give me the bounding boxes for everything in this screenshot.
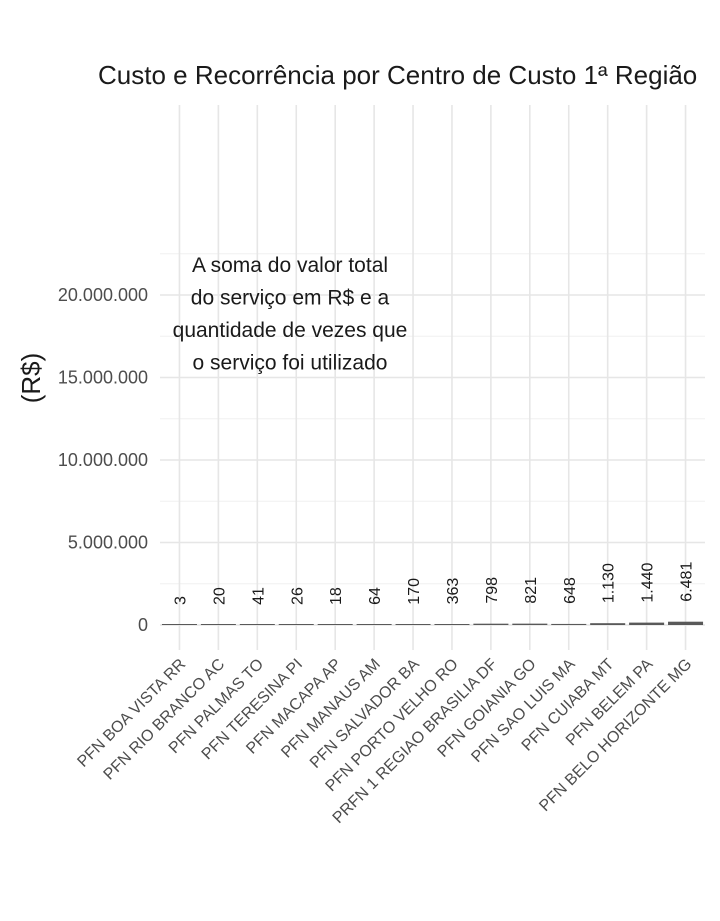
y-tick-label: 10.000.000: [58, 450, 148, 470]
bar: [629, 622, 665, 625]
bar: [590, 623, 626, 625]
data-label: 18: [328, 587, 345, 605]
y-tick-label: 0: [138, 615, 148, 635]
bar: [200, 624, 236, 625]
data-label: 170: [406, 578, 423, 605]
data-label: 1.440: [640, 562, 657, 602]
data-label: 64: [367, 587, 384, 605]
data-label: 798: [484, 577, 501, 604]
bar: [512, 623, 548, 625]
bar: [473, 623, 509, 625]
y-tick-label: 5.000.000: [68, 533, 148, 553]
bar: [278, 624, 314, 625]
bar: [317, 624, 353, 625]
bar: [356, 624, 392, 625]
bar: [239, 624, 275, 625]
data-label: 1.130: [601, 563, 618, 603]
data-label: 26: [289, 587, 306, 605]
bar: [434, 624, 470, 625]
data-label: 20: [211, 587, 228, 605]
grid-lines: [160, 105, 705, 650]
y-axis-label: (R$): [16, 353, 46, 404]
y-axis-ticks: 0 5.000.000 10.000.000 15.000.000 20.000.000: [58, 285, 148, 635]
data-label: 821: [523, 577, 540, 604]
annotation-text: A soma do valor total do serviço em R$ e …: [173, 254, 408, 375]
bar: [395, 624, 431, 625]
bar: [551, 623, 587, 625]
bar: [668, 621, 704, 625]
data-label: 648: [562, 577, 579, 604]
data-label: 363: [445, 578, 462, 605]
y-tick-label: 15.000.000: [58, 368, 148, 388]
y-tick-label: 20.000.000: [58, 285, 148, 305]
data-labels: 3 20 41 26 18 64 170 363 798 821 648 1.130 1.440 6.48…: [172, 562, 695, 605]
chart-title: Custo e Recorrência por Centro de Custo …: [98, 60, 697, 90]
data-label: 3: [172, 596, 189, 605]
data-label: 6.481: [679, 562, 696, 602]
data-label: 41: [250, 587, 267, 605]
bars: [161, 621, 704, 625]
bar: [161, 624, 197, 625]
